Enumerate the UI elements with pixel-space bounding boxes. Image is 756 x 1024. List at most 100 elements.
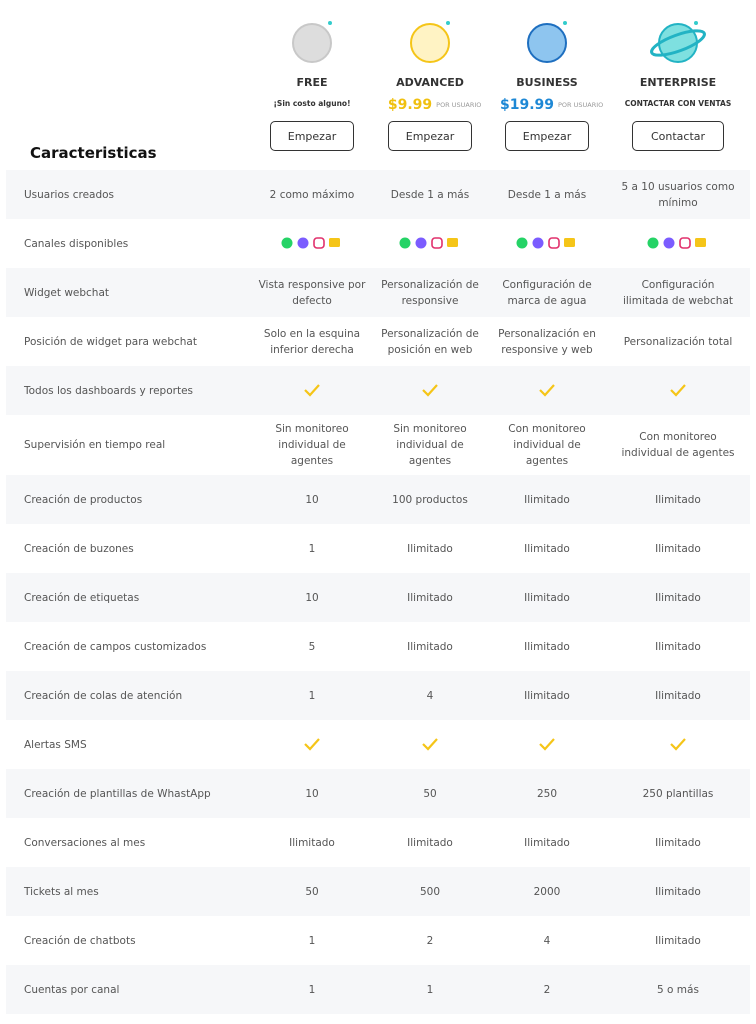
cell-text: 2: [426, 934, 434, 947]
table-title: Caracteristicas: [30, 144, 157, 162]
cell-text: 10: [305, 787, 319, 800]
row-label: Creación de campos customizados: [24, 640, 207, 653]
plan-icon: [650, 21, 706, 63]
cell-text: Ilimitado: [407, 836, 453, 849]
table-row: [6, 867, 750, 916]
channel-icons: [516, 236, 575, 249]
cell-text: 50: [423, 787, 437, 800]
row-label: Creación de plantillas de WhastApp: [24, 787, 211, 800]
cell-text: 5: [308, 640, 316, 653]
cell-text: 1: [308, 983, 316, 996]
plan-name: FREE: [296, 76, 328, 89]
cell-text: 5 a 10 usuarios como mínimo: [621, 180, 735, 209]
cell-text: Con monitoreo individual de agentes: [508, 423, 586, 467]
channel-icons: [399, 236, 458, 249]
cell-text: 250 plantillas: [642, 787, 714, 800]
plan-button[interactable]: Contactar: [632, 121, 724, 151]
plan-name: BUSINESS: [516, 76, 578, 89]
cell-text: Vista responsive por defecto: [258, 278, 366, 307]
cell-text: Personalización total: [623, 335, 733, 348]
check-icon: [422, 383, 438, 397]
row-label: Creación de etiquetas: [24, 591, 140, 604]
plan-name: ADVANCED: [396, 76, 464, 89]
check-icon: [670, 737, 686, 751]
row-label: Tickets al mes: [24, 885, 99, 898]
cell-text: Ilimitado: [524, 493, 570, 506]
cell-text: Ilimitado: [289, 836, 335, 849]
check-icon: [670, 383, 686, 397]
cell-text: Configuración ilimitada de webchat: [622, 278, 734, 307]
cell-text: Ilimitado: [655, 640, 701, 653]
cell-text: Ilimitado: [655, 885, 701, 898]
cell-text: Ilimitado: [655, 689, 701, 702]
cell-text: 5 o más: [657, 983, 699, 996]
price-unit: POR USUARIO: [558, 100, 604, 109]
table-row: [6, 965, 750, 1014]
plan-button[interactable]: Empezar: [270, 121, 354, 151]
row-label: Supervisión en tiempo real: [24, 439, 166, 451]
cell-text: Personalización de posición en web: [381, 327, 479, 356]
cell-text: Ilimitado: [655, 591, 701, 604]
table-row: [6, 170, 750, 219]
row-label: Todos los dashboards y reportes: [24, 384, 194, 397]
cell-text: 100 productos: [392, 493, 468, 506]
row-label: Canales disponibles: [24, 237, 129, 250]
cell-text: Ilimitado: [524, 640, 570, 653]
cell-text: 4: [543, 934, 551, 947]
cell-text: Sin monitoreo individual de agentes: [275, 423, 349, 467]
check-icon: [539, 383, 555, 397]
cell-text: Ilimitado: [524, 689, 570, 702]
cell-text: 1: [426, 983, 434, 996]
cell-text: Configuración de marca de agua: [502, 278, 592, 307]
cell-text: Ilimitado: [524, 542, 570, 555]
row-label: Usuarios creados: [24, 188, 115, 201]
cell-text: Ilimitado: [655, 493, 701, 506]
cell-text: 2: [543, 983, 551, 996]
plan-note: CONTACTAR CON VENTAS: [624, 99, 732, 108]
row-label: Creación de productos: [24, 493, 143, 506]
row-label: Cuentas por canal: [24, 983, 120, 996]
cell-text: Desde 1 a más: [390, 188, 470, 201]
row-label: Alertas SMS: [24, 738, 87, 751]
row-label: Creación de colas de atención: [24, 689, 183, 702]
cell-text: 10: [305, 591, 319, 604]
cell-text: 10: [305, 493, 319, 506]
plan-price-box: $9.99 POR USUARIO: [387, 94, 482, 113]
cell-text: 1: [308, 542, 316, 555]
channel-icons: [647, 236, 706, 249]
cell-text: Sin monitoreo individual de agentes: [393, 423, 467, 467]
cell-text: Ilimitado: [655, 542, 701, 555]
cell-text: 250: [536, 787, 558, 800]
plan-icon: [410, 21, 450, 63]
check-icon: [422, 737, 438, 751]
table-row: [6, 573, 750, 622]
cell-text: Ilimitado: [655, 934, 701, 947]
plan-button[interactable]: Empezar: [388, 121, 472, 151]
row-label: Creación de chatbots: [24, 934, 136, 947]
plan-price-box: $19.99 POR USUARIO: [499, 94, 604, 113]
cell-text: Solo en la esquina inferior derecha: [263, 327, 361, 356]
table-row: [6, 769, 750, 818]
plan-price: $9.99: [387, 97, 433, 113]
plan-price: $19.99: [499, 97, 555, 113]
plan-icon: [527, 21, 567, 63]
cell-text: Ilimitado: [524, 836, 570, 849]
plan-button[interactable]: Empezar: [505, 121, 589, 151]
table-row: [6, 475, 750, 524]
cell-text: 1: [308, 689, 316, 702]
price-unit: POR USUARIO: [436, 100, 482, 109]
cell-text: Ilimitado: [407, 591, 453, 604]
cell-text: 2000: [533, 885, 561, 898]
cell-text: Ilimitado: [524, 591, 570, 604]
row-label: Posición de widget para webchat: [24, 335, 197, 348]
cell-text: 1: [308, 934, 316, 947]
cell-text: Desde 1 a más: [507, 188, 587, 201]
cell-text: 2 como máximo: [269, 188, 355, 201]
table-row: [6, 720, 750, 769]
cell-text: 50: [305, 885, 319, 898]
plan-note: ¡Sin costo alguno!: [273, 99, 351, 108]
row-label: Conversaciones al mes: [24, 836, 146, 849]
cell-text: Ilimitado: [655, 836, 701, 849]
channel-icons: [281, 236, 340, 249]
